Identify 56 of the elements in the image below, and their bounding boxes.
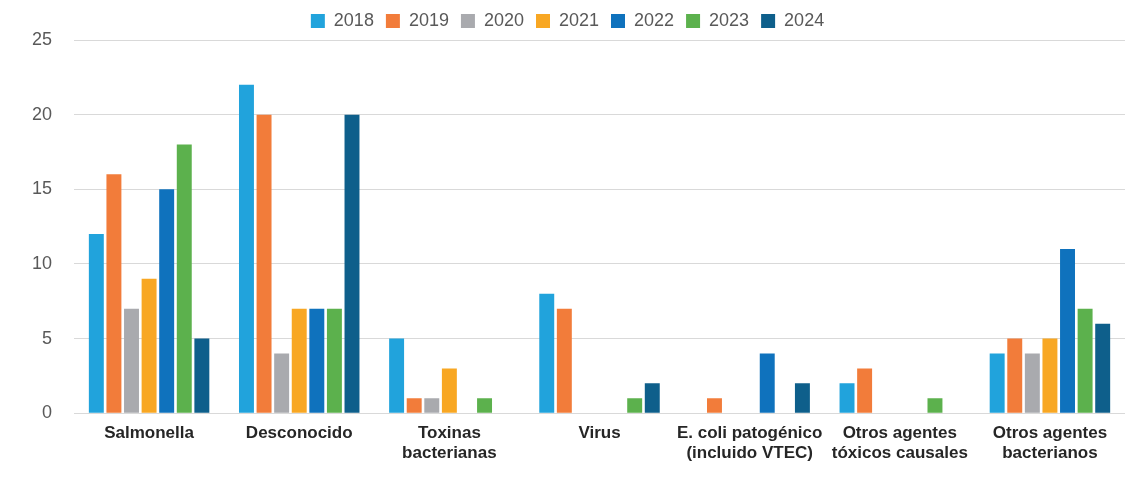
legend-label: 2018 [333,9,374,30]
bar [627,398,643,413]
y-tick-label: 15 [31,178,53,199]
bar [839,383,855,413]
x-tick-label: Virus [578,423,621,443]
bar [176,144,192,413]
bar [106,174,122,413]
bar [1095,323,1111,413]
bar [309,308,325,413]
bar [238,84,254,413]
bar [406,398,422,413]
y-tick-label: 0 [42,402,53,423]
bar [1042,338,1058,413]
bar [424,398,440,413]
legend-label: 2021 [558,9,600,30]
bar [1060,248,1075,413]
legend-label: 2024 [784,9,825,30]
x-tick-label: Salmonella [104,423,195,443]
x-tick-label: Otros agentes tóxicos causales [831,423,968,463]
bar [707,398,722,413]
bar [477,398,493,413]
legend-label: 2023 [709,9,750,30]
y-tick-label: 20 [31,103,53,124]
x-tick-label: Desconocido [245,423,353,443]
x-tick-label: Toxinas bacterianas [402,423,497,463]
bar [1024,353,1040,413]
bar [644,383,660,413]
bar [194,338,210,413]
bar [441,368,457,413]
bar [989,353,1005,413]
legend-label: 2019 [408,9,449,30]
bar [344,114,360,413]
bar [256,114,272,413]
y-tick-label: 25 [31,28,53,49]
y-tick-label: 10 [31,252,53,273]
bar [927,398,943,413]
bar [857,368,873,413]
bar [124,308,139,413]
legend-label: 2020 [483,9,524,30]
bar [1007,338,1023,413]
bar [556,308,572,413]
bar [159,189,175,413]
bar [794,383,810,413]
y-tick-label: 5 [42,327,53,348]
x-tick-label: Otros agentes bacterianos [992,423,1108,463]
legend-label: 2022 [634,9,675,30]
bar [141,278,157,413]
bar [291,308,307,413]
x-tick-label: E. coli patogénico (incluido VTEC) [676,423,823,463]
bar [539,293,555,413]
bar [1077,308,1093,413]
bar [389,338,405,413]
bar [88,234,104,413]
bar [326,308,342,413]
bar [759,353,775,413]
bar [274,353,290,413]
